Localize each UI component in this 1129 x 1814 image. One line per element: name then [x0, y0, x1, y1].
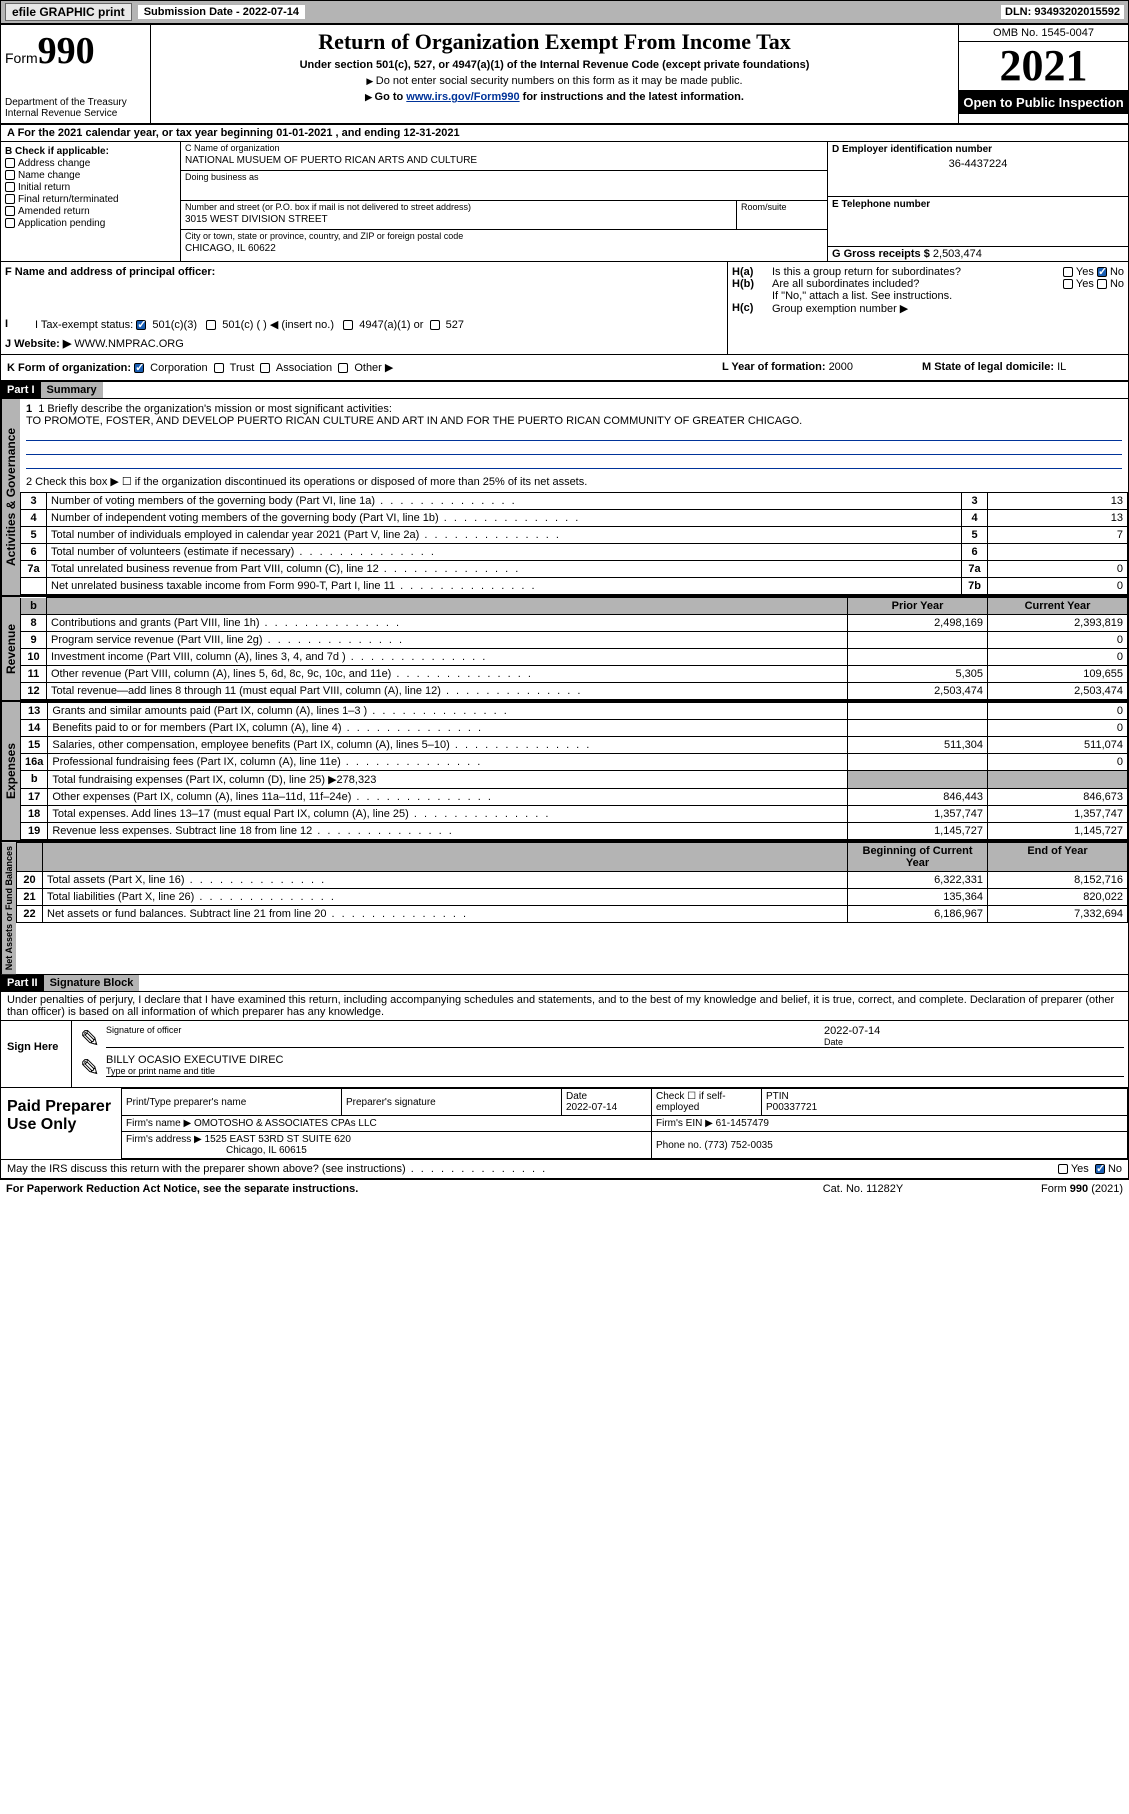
- checkbox-final-return-terminated[interactable]: Final return/terminated: [5, 194, 176, 205]
- form-subtitle: Under section 501(c), 527, or 4947(a)(1)…: [155, 59, 954, 71]
- ein-value: 36-4437224: [828, 157, 1128, 171]
- part2-title: Signature Block: [44, 975, 140, 991]
- part1-title: Summary: [41, 382, 103, 398]
- ha-yes[interactable]: [1063, 267, 1073, 277]
- hb-yes[interactable]: [1063, 279, 1073, 289]
- hb-note: If "No," attach a list. See instructions…: [732, 290, 1124, 302]
- submission-date: Submission Date - 2022-07-14: [138, 5, 305, 19]
- part2-header: Part II: [1, 975, 44, 991]
- sig-officer-label: Signature of officer: [106, 1025, 824, 1047]
- name-title-label: Type or print name and title: [106, 1066, 1124, 1077]
- topbar: efile GRAPHIC print Submission Date - 20…: [0, 0, 1129, 24]
- expenses-table: 13Grants and similar amounts paid (Part …: [20, 702, 1128, 840]
- ha-no[interactable]: [1097, 267, 1107, 277]
- may-irs-discuss: May the IRS discuss this return with the…: [7, 1163, 1058, 1175]
- revenue-table: bPrior YearCurrent Year 8Contributions a…: [20, 597, 1128, 700]
- k-form-org: K Form of organization: Corporation Trus…: [7, 361, 722, 374]
- k-corp[interactable]: [134, 363, 144, 373]
- dln: DLN: 93493202015592: [1001, 5, 1124, 19]
- form-note-ssn: Do not enter social security numbers on …: [155, 75, 954, 87]
- f-officer: F Name and address of principal officer:: [5, 266, 723, 278]
- k-trust[interactable]: [214, 363, 224, 373]
- open-inspection: Open to Public Inspection: [959, 91, 1128, 114]
- pen-icon: ✎: [80, 1054, 100, 1083]
- line1-label: 1 1 Briefly describe the organization's …: [26, 403, 1122, 415]
- k-other[interactable]: [338, 363, 348, 373]
- form-number: Form990: [5, 29, 146, 73]
- phone-label: E Telephone number: [828, 197, 1128, 212]
- page-footer: For Paperwork Reduction Act Notice, see …: [0, 1179, 1129, 1198]
- irs-yes[interactable]: [1058, 1164, 1068, 1174]
- date-label: Date: [824, 1037, 1124, 1047]
- ein-label: D Employer identification number: [828, 142, 1128, 157]
- tab-revenue: Revenue: [1, 597, 20, 700]
- hc-question: Group exemption number ▶: [772, 302, 908, 315]
- paid-preparer: Paid Preparer Use Only: [1, 1088, 121, 1159]
- tab-expenses: Expenses: [1, 702, 20, 840]
- efile-print-button[interactable]: efile GRAPHIC print: [5, 3, 132, 21]
- checkbox-amended-return[interactable]: Amended return: [5, 206, 176, 217]
- city-label: City or town, state or province, country…: [181, 230, 827, 242]
- form-header: Form990 Department of the Treasury Inter…: [1, 25, 1128, 125]
- form-title: Return of Organization Exempt From Incom…: [155, 29, 954, 55]
- m-state: M State of legal domicile: IL: [922, 361, 1122, 374]
- department: Department of the Treasury Internal Reve…: [5, 97, 146, 119]
- officer-name: BILLY OCASIO EXECUTIVE DIREC: [106, 1054, 1124, 1066]
- irs-no[interactable]: [1095, 1164, 1105, 1174]
- omb-number: OMB No. 1545-0047: [959, 25, 1128, 42]
- city-state-zip: CHICAGO, IL 60622: [181, 242, 827, 258]
- checkbox-501c3[interactable]: [136, 320, 146, 330]
- checkbox-application-pending[interactable]: Application pending: [5, 218, 176, 229]
- form-link-row: Go to www.irs.gov/Form990 for instructio…: [155, 91, 954, 103]
- sign-here: Sign Here: [1, 1021, 71, 1087]
- sig-date: 2022-07-14: [824, 1025, 1124, 1037]
- room-label: Room/suite: [737, 201, 827, 213]
- c-name-label: C Name of organization: [181, 142, 827, 154]
- checkbox-527[interactable]: [430, 320, 440, 330]
- mission-text: TO PROMOTE, FOSTER, AND DEVELOP PUERTO R…: [26, 415, 1122, 427]
- street-address: 3015 WEST DIVISION STREET: [181, 213, 736, 229]
- l-year: L Year of formation: 2000: [722, 361, 922, 374]
- irs-link[interactable]: www.irs.gov/Form990: [406, 91, 519, 103]
- line2: 2 Check this box ▶ ☐ if the organization…: [26, 475, 1122, 488]
- checkbox-address-change[interactable]: Address change: [5, 158, 176, 169]
- k-assoc[interactable]: [260, 363, 270, 373]
- box-b: B Check if applicable: Address changeNam…: [1, 142, 181, 261]
- checkbox-4947[interactable]: [343, 320, 353, 330]
- form-body: Form990 Department of the Treasury Inter…: [0, 24, 1129, 1179]
- checkbox-initial-return[interactable]: Initial return: [5, 182, 176, 193]
- checkbox-name-change[interactable]: Name change: [5, 170, 176, 181]
- part1-header: Part I: [1, 382, 41, 398]
- ha-question: Is this a group return for subordinates?: [772, 266, 1063, 278]
- dba-label: Doing business as: [181, 171, 827, 183]
- tax-exempt-status: I Tax-exempt status: 501(c)(3) 501(c) ( …: [35, 318, 464, 331]
- declaration-text: Under penalties of perjury, I declare th…: [1, 992, 1128, 1021]
- hb-no[interactable]: [1097, 279, 1107, 289]
- addr-label: Number and street (or P.O. box if mail i…: [181, 201, 736, 213]
- line-a: A For the 2021 calendar year, or tax yea…: [1, 125, 1128, 142]
- preparer-table: Print/Type preparer's name Preparer's si…: [121, 1088, 1128, 1159]
- governance-table: 3Number of voting members of the governi…: [20, 492, 1128, 595]
- org-name: NATIONAL MUSUEM OF PUERTO RICAN ARTS AND…: [181, 154, 827, 170]
- tab-governance: Activities & Governance: [1, 399, 20, 595]
- gross-receipts: G Gross receipts $ 2,503,474: [828, 247, 1128, 261]
- tax-year: 2021: [959, 42, 1128, 91]
- hb-question: Are all subordinates included?: [772, 278, 1063, 290]
- pen-icon: ✎: [80, 1025, 100, 1054]
- checkbox-501c[interactable]: [206, 320, 216, 330]
- website-row: J Website: ▶ WWW.NMPRAC.ORG: [5, 337, 723, 350]
- tab-netassets: Net Assets or Fund Balances: [1, 842, 16, 974]
- netassets-table: Beginning of Current YearEnd of Year 20T…: [16, 842, 1128, 923]
